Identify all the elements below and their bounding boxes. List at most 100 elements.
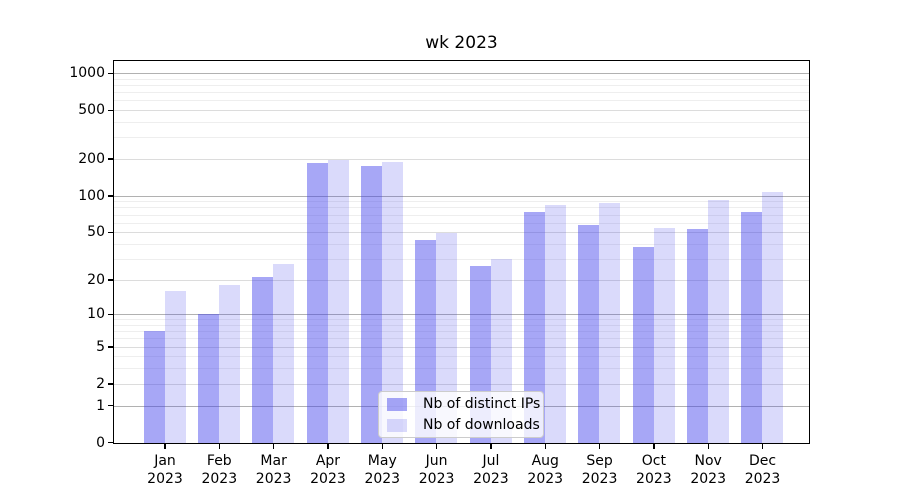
bar-downloads-1	[219, 285, 241, 443]
x-tick	[653, 444, 655, 449]
x-tick	[218, 444, 221, 449]
x-tick	[273, 444, 275, 449]
mid-gridline	[114, 109, 809, 111]
x-tick	[761, 444, 764, 449]
bar-downloads-3	[327, 159, 349, 443]
x-tick	[436, 444, 438, 449]
x-tick-label: May 2023	[347, 452, 417, 488]
legend-item-downloads: Nb of downloads	[387, 417, 540, 433]
x-tick-month: Apr	[315, 453, 341, 469]
x-tick-label: Aug 2023	[510, 452, 580, 488]
x-tick-month: Feb	[206, 453, 232, 469]
x-tick	[490, 444, 492, 449]
x-tick-label: Jun 2023	[402, 452, 472, 488]
y-tick-label: 10	[87, 306, 105, 323]
minor-gridline	[114, 338, 809, 340]
minor-gridline	[114, 201, 809, 203]
y-tick-label: 1	[96, 397, 105, 414]
x-tick-year: 2023	[690, 471, 726, 487]
x-tick-label: Jul 2023	[456, 452, 526, 488]
x-tick-month: Aug	[531, 453, 559, 469]
x-tick-month: Nov	[694, 453, 722, 469]
minor-gridline	[114, 91, 809, 93]
y-tick-label: 500	[78, 102, 105, 119]
x-tick-month: Jul	[482, 453, 500, 469]
bar-downloads-11	[762, 192, 784, 443]
bar-distinct-ips-8	[578, 225, 600, 443]
bar-distinct-ips-1	[198, 314, 220, 443]
mid-gridline	[114, 383, 809, 385]
x-tick-year: 2023	[147, 471, 183, 487]
minor-gridline	[114, 356, 809, 358]
minor-gridline	[114, 331, 809, 333]
bar-distinct-ips-11	[741, 211, 763, 443]
x-tick-month: May	[367, 453, 397, 469]
x-tick-year: 2023	[527, 471, 564, 487]
mid-gridline	[114, 232, 809, 234]
mid-gridline	[114, 158, 809, 160]
bar-downloads-4	[382, 161, 404, 443]
x-tick	[598, 444, 601, 449]
minor-gridline	[114, 243, 809, 245]
legend-swatch-distinct-ips-icon	[387, 397, 407, 411]
x-tick-label: Oct 2023	[619, 452, 689, 488]
x-tick-month: Jan	[154, 453, 176, 469]
minor-gridline	[114, 137, 809, 139]
y-tick-label: 1000	[69, 65, 105, 82]
minor-gridline	[114, 100, 809, 102]
y-tick-label: 5	[96, 338, 105, 355]
x-tick-label: Sep 2023	[565, 452, 635, 488]
x-tick-year: 2023	[364, 471, 401, 487]
bar-distinct-ips-10	[687, 229, 708, 443]
x-tick-year: 2023	[255, 471, 292, 487]
x-tick-label: Jan 2023	[130, 452, 200, 488]
minor-gridline	[114, 319, 809, 321]
bar-downloads-9	[653, 228, 675, 443]
major-gridline	[114, 72, 809, 74]
plot-area: Nb of distinct IPs Nb of downloads	[113, 60, 810, 444]
y-tick-label: 50	[87, 224, 105, 241]
x-tick-month: Sep	[586, 453, 613, 469]
x-tick-month: Mar	[260, 453, 287, 469]
minor-gridline	[114, 368, 809, 370]
bar-distinct-ips-0	[143, 331, 165, 443]
bar-distinct-ips-2	[252, 277, 274, 443]
x-tick-label: Feb 2023	[184, 452, 254, 488]
bar-downloads-2	[273, 264, 295, 443]
x-tick-year: 2023	[310, 471, 346, 487]
legend-swatch-downloads-icon	[387, 418, 407, 432]
bar-distinct-ips-4	[361, 165, 383, 443]
minor-gridline	[114, 121, 809, 123]
bar-downloads-10	[708, 200, 729, 443]
x-tick-label: Apr 2023	[293, 452, 363, 488]
minor-gridline	[114, 222, 809, 224]
major-gridline	[114, 314, 809, 316]
legend-label-downloads: Nb of downloads	[423, 417, 540, 433]
x-tick	[381, 444, 383, 449]
chart-title: wk 2023	[425, 33, 498, 53]
bar-downloads-8	[599, 203, 621, 443]
x-tick-year: 2023	[744, 471, 781, 487]
x-tick-month: Jun	[425, 453, 448, 469]
x-tick	[164, 444, 166, 449]
x-tick-label: Mar 2023	[239, 452, 309, 488]
y-tick-label: 200	[78, 151, 105, 168]
x-tick	[327, 444, 329, 449]
x-tick-month: Dec	[748, 453, 777, 469]
x-tick-year: 2023	[473, 471, 509, 487]
legend-label-distinct-ips: Nb of distinct IPs	[423, 396, 541, 412]
mid-gridline	[114, 346, 809, 348]
x-tick-month: Oct	[641, 453, 666, 469]
y-tick-label: 20	[87, 271, 105, 288]
minor-gridline	[114, 325, 809, 327]
minor-gridline	[114, 258, 809, 260]
bar-distinct-ips-3	[306, 162, 328, 443]
x-tick	[707, 444, 709, 449]
minor-gridline	[114, 214, 809, 216]
bar-downloads-5	[436, 233, 458, 443]
bar-distinct-ips-7	[524, 212, 546, 443]
x-tick-label: Nov 2023	[673, 452, 743, 488]
minor-gridline	[114, 207, 809, 209]
major-gridline	[114, 195, 809, 197]
